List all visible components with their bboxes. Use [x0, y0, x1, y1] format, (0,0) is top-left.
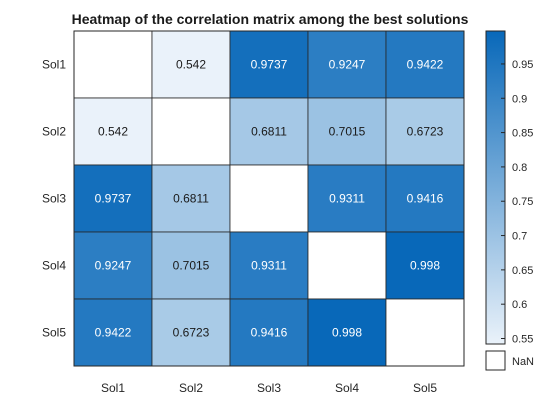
row-label: Sol3 — [42, 192, 66, 206]
cell-value-label: 0.7015 — [173, 259, 210, 273]
heatmap-cell — [73, 30, 153, 99]
heatmap-cell — [307, 231, 387, 300]
cell-value-label: 0.6811 — [173, 192, 209, 206]
cell-value-label: 0.9737 — [251, 58, 288, 72]
plot-frame — [73, 30, 465, 367]
heatmap-cell — [385, 164, 465, 233]
row-label: Sol4 — [42, 259, 66, 273]
cell-value-label: 0.9737 — [95, 192, 132, 206]
cell-value-label: 0.7015 — [329, 125, 366, 139]
heatmap-cell — [229, 164, 309, 233]
chart-title: Heatmap of the correlation matrix among … — [72, 11, 469, 27]
cell-value-label: 0.9416 — [251, 326, 288, 340]
heatmap-cell — [229, 30, 309, 99]
column-label: Sol3 — [257, 381, 281, 395]
cell-value-label: 0.542 — [98, 125, 128, 139]
cell-value-label: 0.9422 — [95, 326, 132, 340]
nan-label: NaN — [512, 356, 534, 368]
cell-value-label: 0.6723 — [173, 326, 210, 340]
colorbar-tick-label: 0.85 — [512, 128, 533, 140]
column-label: Sol1 — [101, 381, 125, 395]
row-label: Sol1 — [42, 58, 66, 72]
heatmap-cell — [385, 298, 465, 367]
heatmap-cell — [229, 231, 309, 300]
cell-value-label: 0.9422 — [407, 58, 444, 72]
cell-value-label: 0.9247 — [95, 259, 132, 273]
heatmap-cell — [229, 97, 309, 166]
cell-value-label: 0.998 — [410, 259, 440, 273]
column-label: Sol4 — [335, 381, 359, 395]
heatmap-cell — [151, 30, 231, 99]
cell-value-label: 0.9247 — [329, 58, 366, 72]
colorbar-tick-label: 0.7 — [512, 231, 527, 243]
heatmap-cell — [73, 298, 153, 367]
column-label: Sol5 — [413, 381, 437, 395]
heatmap-cell — [73, 97, 153, 166]
heatmap-cell — [385, 30, 465, 99]
heatmap-cell — [229, 298, 309, 367]
heatmap-cell — [307, 298, 387, 367]
heatmap-cell — [151, 231, 231, 300]
heatmap-cell — [385, 231, 465, 300]
row-labels: Sol1 Sol2 Sol3 Sol4 Sol5 — [42, 58, 66, 340]
colorbar-tick-label: 0.75 — [512, 196, 533, 208]
cell-value-label: 0.998 — [332, 326, 362, 340]
colorbar-tick-label: 0.6 — [512, 299, 527, 311]
colorbar-ticks: 0.55 0.6 0.65 0.7 0.75 0.8 0.85 0.9 0.95 — [501, 59, 533, 346]
heatmap-cells: 0.542 0.9737 0.9247 0.9422 0.542 0.6811 0.7015… — [73, 30, 465, 367]
colorbar-tick-label: 0.55 — [512, 334, 533, 346]
colorbar-tick-label: 0.65 — [512, 265, 533, 277]
cell-value-label: 0.542 — [176, 58, 206, 72]
colorbar — [485, 30, 506, 345]
row-label: Sol2 — [42, 125, 66, 139]
column-labels: Sol1 Sol2 Sol3 Sol4 Sol5 — [101, 381, 437, 395]
colorbar-tick-label: 0.9 — [512, 93, 527, 105]
cell-value-label: 0.9416 — [407, 192, 444, 206]
heatmap-cell — [73, 231, 153, 300]
cell-value-label: 0.6723 — [407, 125, 444, 139]
row-label: Sol5 — [42, 326, 66, 340]
cell-value-label: 0.9311 — [329, 192, 365, 206]
nan-swatch — [485, 350, 506, 371]
colorbar-tick-label: 0.8 — [512, 162, 527, 174]
heatmap-cell — [385, 97, 465, 166]
column-label: Sol2 — [179, 381, 203, 395]
heatmap-cell — [151, 164, 231, 233]
cell-value-label: 0.9311 — [251, 259, 287, 273]
heatmap-cell — [151, 97, 231, 166]
colorbar-tick-label: 0.95 — [512, 59, 533, 71]
heatmap-cell — [151, 298, 231, 367]
cell-value-label: 0.6811 — [251, 125, 287, 139]
